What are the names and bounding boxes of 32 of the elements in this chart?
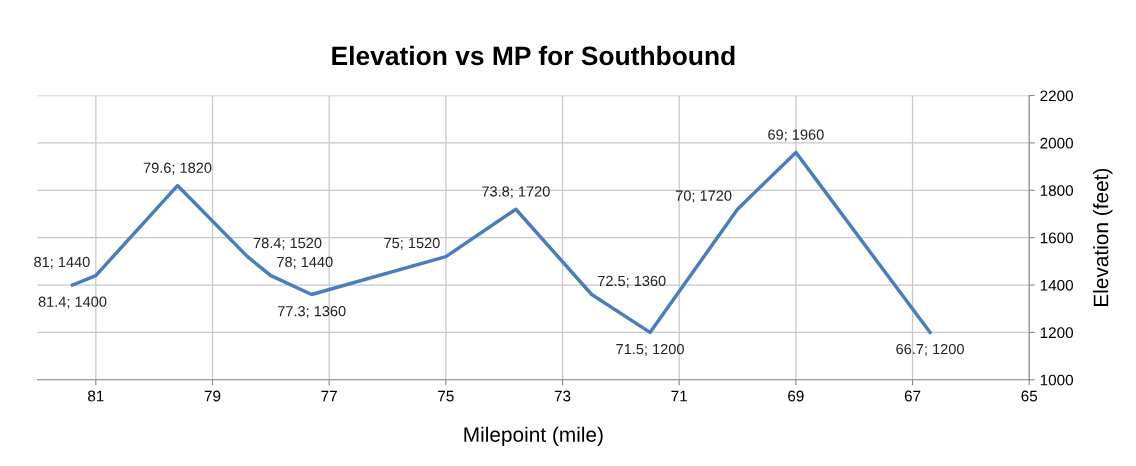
y-tick-label: 1200 xyxy=(1040,327,1074,339)
x-tick-label: 65 xyxy=(1021,390,1038,402)
x-tick-label: 81 xyxy=(87,390,104,402)
x-tick-label: 79 xyxy=(204,390,221,402)
data-label: 69; 1960 xyxy=(768,129,824,142)
data-label: 72.5; 1360 xyxy=(597,275,666,288)
y-axis-title: Elevation (feet) xyxy=(1093,168,1113,306)
data-label: 70; 1720 xyxy=(675,190,732,203)
chart-title: Elevation vs MP for Southbound xyxy=(332,45,735,66)
data-label: 75; 1520 xyxy=(384,237,440,250)
data-label: 66.7; 1200 xyxy=(896,343,964,356)
x-tick-label: 77 xyxy=(321,390,337,402)
x-axis-title: Milepoint (mile) xyxy=(464,426,603,447)
data-label: 81.4; 1400 xyxy=(38,296,107,309)
data-label: 81; 1440 xyxy=(34,256,90,269)
data-label: 78; 1440 xyxy=(277,256,333,269)
y-tick-label: 2000 xyxy=(1040,137,1074,149)
y-tick-label: 1600 xyxy=(1040,232,1074,244)
x-tick-label: 75 xyxy=(438,390,454,402)
data-label: 73.8; 1720 xyxy=(482,186,550,199)
x-tick-label: 73 xyxy=(554,390,571,402)
data-label: 71.5; 1200 xyxy=(616,343,684,356)
data-label: 77.3; 1360 xyxy=(277,306,346,319)
y-tick-label: 2200 xyxy=(1040,90,1074,102)
y-tick-label: 1800 xyxy=(1040,185,1074,196)
data-label: 78.4; 1520 xyxy=(253,237,322,250)
x-tick-label: 69 xyxy=(788,390,804,402)
x-tick-label: 71 xyxy=(671,390,687,402)
x-tick-label: 67 xyxy=(904,390,921,402)
y-tick-label: 1000 xyxy=(1040,374,1074,386)
data-label: 79.6; 1820 xyxy=(143,162,212,175)
y-tick-label: 1400 xyxy=(1040,279,1074,291)
